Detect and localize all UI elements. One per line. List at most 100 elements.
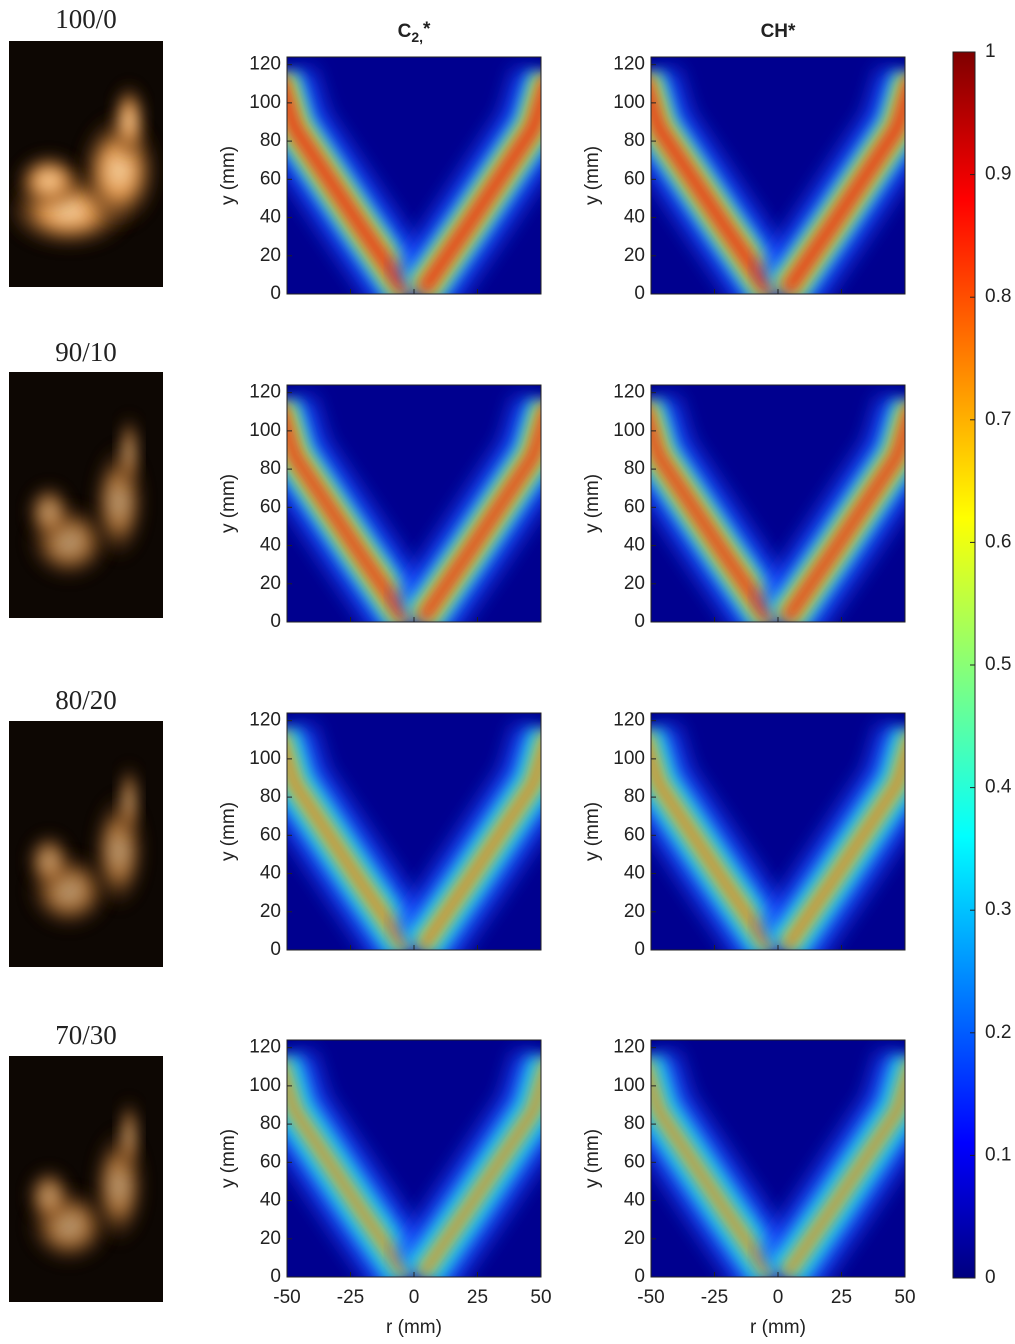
heatmap-panel: 0 20 40 60 80 100 120 y (mm): [582, 54, 906, 304]
row-label: 100/0: [55, 4, 117, 34]
row-label: 80/20: [55, 685, 117, 715]
y-tick-label: 20: [260, 573, 281, 594]
title-subscript: 2,: [411, 29, 423, 45]
colorbar-tick-label: 0.2: [985, 1022, 1011, 1043]
colorbar-tick-label: 0.1: [985, 1144, 1011, 1165]
x-tick-label: 25: [831, 1287, 852, 1308]
y-tick-label: 20: [624, 245, 645, 266]
y-tick-label: 20: [260, 1228, 281, 1249]
y-tick-label: 80: [624, 1113, 645, 1134]
y-tick-label: 80: [624, 458, 645, 479]
flame-photo: [9, 1056, 163, 1302]
title-suffix: *: [423, 19, 431, 40]
y-tick-label: 60: [624, 824, 645, 845]
x-tick-label: 0: [773, 1287, 784, 1308]
y-tick-label: 40: [624, 863, 645, 884]
y-tick-label: 100: [613, 1075, 645, 1096]
colorbar-tick-label: 0.5: [985, 654, 1011, 675]
y-tick-label: 120: [613, 710, 645, 731]
y-tick-label: 100: [613, 748, 645, 769]
y-tick-label: 60: [624, 168, 645, 189]
flame-photo: [9, 41, 163, 287]
y-tick-label: 40: [624, 207, 645, 228]
y-tick-label: 120: [249, 382, 281, 403]
y-tick-label: 60: [260, 496, 281, 517]
flame-photo: [9, 721, 163, 967]
x-tick-label: -25: [337, 1287, 364, 1308]
y-tick-label: 60: [260, 824, 281, 845]
y-tick-label: 20: [624, 573, 645, 594]
column-title: C2,*: [398, 19, 431, 45]
x-tick-label: -25: [701, 1287, 728, 1308]
heatmap-panel: 0 20 40 60 80 100 120 -50 -25 0 25 50 y (mm) r (mm): [582, 1037, 916, 1338]
y-tick-label: 20: [624, 901, 645, 922]
colorbar-tick-label: 0.9: [985, 164, 1011, 185]
y-tick-label: 80: [624, 130, 645, 151]
y-tick-label: 40: [260, 207, 281, 228]
y-tick-label: 40: [260, 535, 281, 556]
x-tick-label: 50: [894, 1287, 915, 1308]
y-tick-label: 40: [624, 1190, 645, 1211]
heatmap-panel: 0 20 40 60 80 100 120 y (mm): [218, 710, 542, 960]
heatmap-panel: 0 20 40 60 80 100 120 y (mm): [218, 54, 542, 304]
y-tick-label: 0: [634, 1266, 645, 1287]
y-tick-label: 100: [249, 92, 281, 113]
y-tick-label: 20: [260, 245, 281, 266]
y-axis-label: y (mm): [218, 146, 239, 205]
y-tick-label: 0: [270, 1266, 281, 1287]
colorbar-tick-label: 0.4: [985, 777, 1012, 798]
y-tick-label: 80: [260, 458, 281, 479]
y-tick-label: 60: [260, 168, 281, 189]
y-tick-label: 100: [613, 420, 645, 441]
y-axis-label: y (mm): [582, 802, 603, 861]
y-tick-label: 60: [624, 1151, 645, 1172]
y-tick-label: 120: [613, 1037, 645, 1058]
y-tick-label: 0: [270, 283, 281, 304]
y-tick-label: 80: [624, 786, 645, 807]
heatmap-panel: 0 20 40 60 80 100 120 -50 -25 0 25 50 y (mm) r (mm): [218, 1037, 552, 1338]
column-title: CH*: [761, 21, 796, 42]
y-tick-label: 120: [249, 710, 281, 731]
y-tick-label: 40: [260, 1190, 281, 1211]
y-tick-label: 120: [613, 54, 645, 75]
y-tick-label: 20: [624, 1228, 645, 1249]
colorbar-tick-label: 0: [985, 1267, 996, 1288]
x-tick-label: 0: [409, 1287, 420, 1308]
x-axis-label: r (mm): [750, 1317, 806, 1338]
y-tick-label: 40: [260, 863, 281, 884]
heatmap-panel: 0 20 40 60 80 100 120 y (mm): [582, 382, 906, 632]
colorbar-tick-label: 1: [985, 41, 996, 62]
colorbar: 0 0.1 0.2 0.3 0.4 0.5 0.6 0.7 0.8 0.9 1: [952, 41, 1012, 1288]
y-axis-label: y (mm): [582, 474, 603, 533]
y-tick-label: 80: [260, 786, 281, 807]
y-tick-label: 60: [624, 496, 645, 517]
y-tick-label: 120: [613, 382, 645, 403]
y-axis-label: y (mm): [218, 1129, 239, 1188]
y-tick-label: 100: [249, 420, 281, 441]
row-label: 70/30: [55, 1020, 117, 1050]
x-tick-label: -50: [273, 1287, 300, 1308]
colorbar-tick-label: 0.6: [985, 531, 1011, 552]
y-axis-label: y (mm): [218, 802, 239, 861]
colorbar-tick-label: 0.7: [985, 409, 1011, 430]
y-tick-label: 0: [270, 611, 281, 632]
y-axis-label: y (mm): [582, 146, 603, 205]
colorbar-tick-label: 0.8: [985, 286, 1011, 307]
y-tick-label: 60: [260, 1151, 281, 1172]
y-tick-label: 80: [260, 130, 281, 151]
x-tick-label: 50: [530, 1287, 551, 1308]
colorbar-tick-label: 0.3: [985, 899, 1011, 920]
y-tick-label: 0: [634, 611, 645, 632]
heatmap-panel: 0 20 40 60 80 100 120 y (mm): [218, 382, 542, 632]
y-tick-label: 120: [249, 54, 281, 75]
y-axis-label: y (mm): [218, 474, 239, 533]
y-tick-label: 0: [634, 939, 645, 960]
row-label: 90/10: [55, 337, 117, 367]
flame-photo: [9, 372, 163, 618]
x-axis-label: r (mm): [386, 1317, 442, 1338]
y-tick-label: 100: [613, 92, 645, 113]
x-tick-label: -50: [637, 1287, 664, 1308]
y-tick-label: 40: [624, 535, 645, 556]
x-tick-label: 25: [467, 1287, 488, 1308]
